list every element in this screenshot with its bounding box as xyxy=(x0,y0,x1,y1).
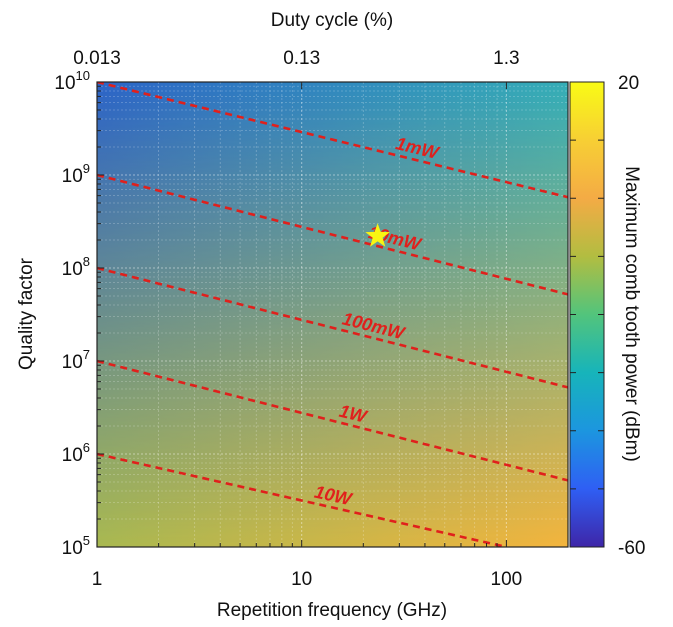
top-tick-label: 0.013 xyxy=(73,48,121,69)
x-tick-label: 1 xyxy=(92,569,103,590)
x-tick-label: 100 xyxy=(491,569,523,590)
axis-ticks xyxy=(96,81,569,548)
top-tick-label: 0.13 xyxy=(283,48,320,69)
contour-line xyxy=(97,173,568,296)
contour-line xyxy=(97,82,568,199)
heatmap-field-bottom xyxy=(97,82,568,547)
colorbar-max-label: 20 xyxy=(618,73,639,94)
y-tick-label: 105 xyxy=(62,533,90,559)
x-tick-label: 10 xyxy=(291,569,312,590)
y-axis: 105 106 107 108 109 1010 xyxy=(54,68,90,559)
top-tick-label: 1.3 xyxy=(493,48,519,69)
y-tick-label: 1010 xyxy=(54,68,90,94)
y-tick-label: 109 xyxy=(62,161,90,187)
marker-layer xyxy=(365,223,390,247)
top-axis-title: Duty cycle (%) xyxy=(271,10,393,31)
colorbar-ticks xyxy=(570,81,604,548)
grid-lines xyxy=(97,82,568,547)
contour-line xyxy=(97,266,568,389)
contour-line xyxy=(97,452,507,547)
contour-line xyxy=(97,359,568,482)
x-axis: 1 10 100 xyxy=(92,569,523,590)
colorbar-min-label: -60 xyxy=(618,538,645,559)
top-axis: 0.013 0.13 1.3 xyxy=(73,48,520,89)
colorbar-title: Maximum comb tooth power (dBm) xyxy=(621,166,642,462)
y-tick-label: 106 xyxy=(62,440,90,466)
plot-frame xyxy=(96,81,569,548)
y-tick-label: 107 xyxy=(62,347,90,373)
x-axis-title: Repetition frequency (GHz) xyxy=(217,600,447,621)
y-axis-title: Quality factor xyxy=(16,257,37,370)
y-tick-label: 108 xyxy=(62,254,90,280)
colorbar: 20 -60 Maximum comb tooth power (dBm) xyxy=(569,73,645,559)
star-marker xyxy=(365,223,390,247)
